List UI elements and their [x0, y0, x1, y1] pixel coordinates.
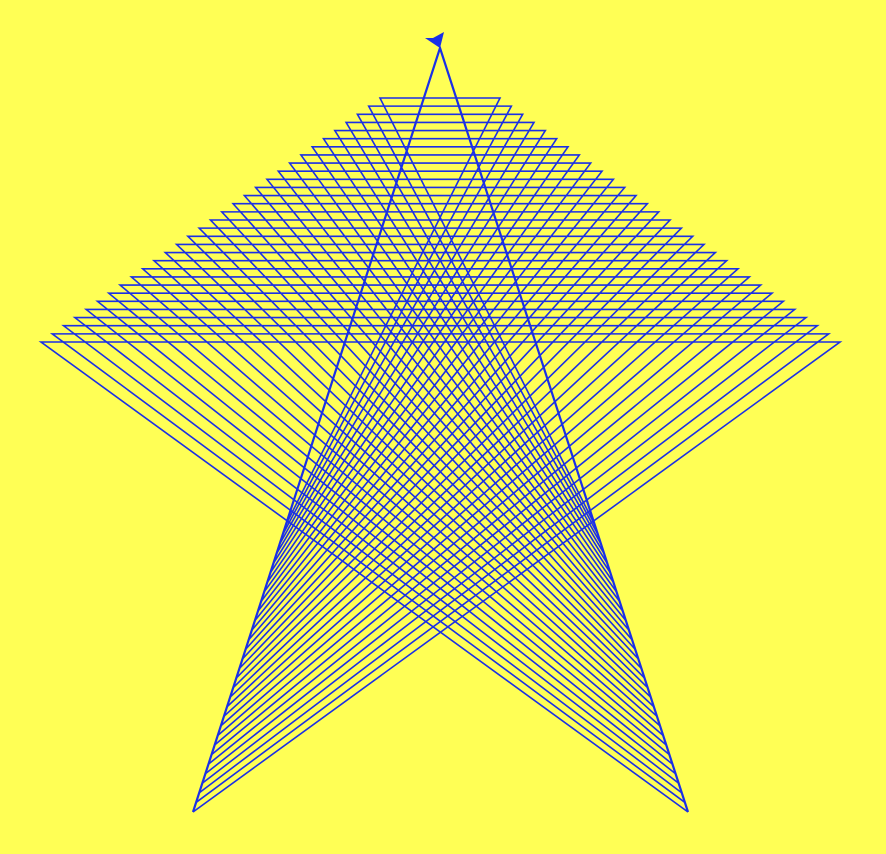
star-stroke — [272, 129, 608, 564]
star-stroke — [257, 170, 624, 612]
drawing — [38, 44, 843, 813]
turtle-cursor — [425, 32, 444, 48]
star-stroke — [163, 251, 718, 708]
star-stroke — [269, 137, 612, 574]
star-stroke — [72, 316, 809, 784]
star-stroke — [38, 341, 843, 813]
star-stroke — [275, 121, 605, 555]
star-stroke — [95, 300, 786, 765]
star-stroke — [242, 194, 638, 641]
star-stroke — [129, 276, 752, 737]
star-stroke — [251, 186, 630, 631]
star-stroke — [49, 333, 832, 804]
star-stroke — [117, 284, 763, 746]
star-stroke — [106, 292, 775, 756]
star-stroke — [281, 105, 599, 535]
star-stroke — [185, 235, 695, 689]
star-stroke — [285, 97, 596, 526]
star-stroke — [219, 211, 661, 660]
star-stroke — [260, 162, 621, 603]
star-stroke — [174, 243, 706, 698]
star-stroke — [61, 324, 820, 794]
star-stroke — [140, 267, 741, 727]
star-stroke — [197, 227, 684, 679]
star-stroke — [263, 154, 618, 593]
star-stroke — [231, 202, 650, 650]
star-stroke — [151, 259, 729, 717]
star-stroke — [208, 219, 672, 670]
star-stroke — [83, 308, 797, 775]
